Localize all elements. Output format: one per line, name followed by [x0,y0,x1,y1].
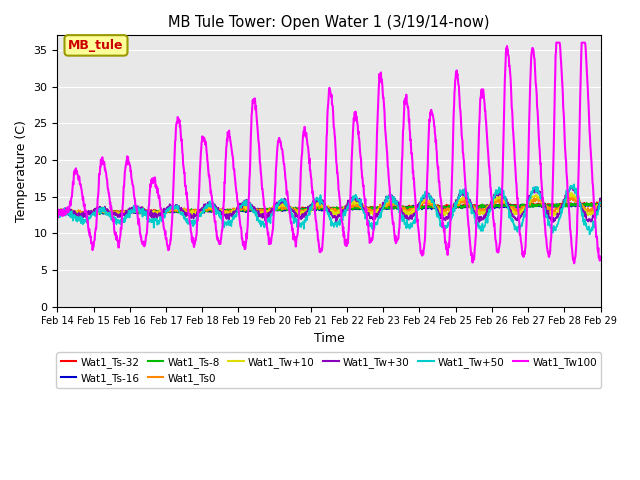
Legend: Wat1_Ts-32, Wat1_Ts-16, Wat1_Ts-8, Wat1_Ts0, Wat1_Tw+10, Wat1_Tw+30, Wat1_Tw+50,: Wat1_Ts-32, Wat1_Ts-16, Wat1_Ts-8, Wat1_… [56,352,602,388]
Text: MB_tule: MB_tule [68,39,124,52]
X-axis label: Time: Time [314,332,344,345]
Y-axis label: Temperature (C): Temperature (C) [15,120,28,222]
Title: MB Tule Tower: Open Water 1 (3/19/14-now): MB Tule Tower: Open Water 1 (3/19/14-now… [168,15,490,30]
